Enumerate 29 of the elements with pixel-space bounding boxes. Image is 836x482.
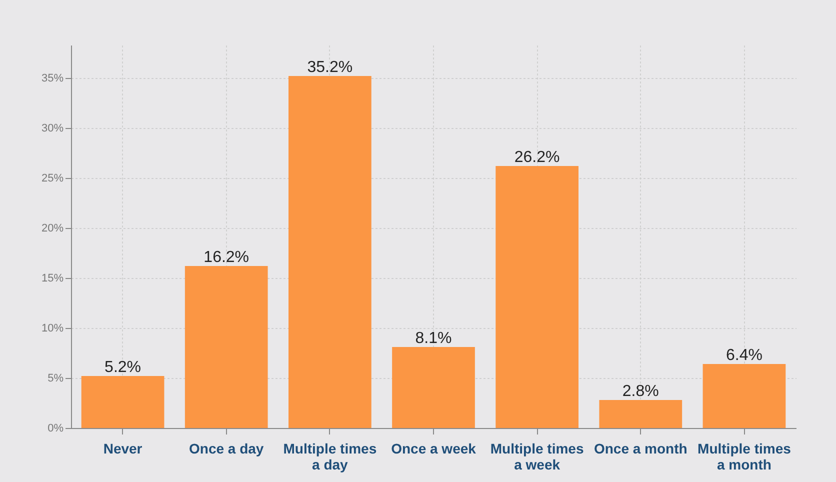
data-label: 35.2% (307, 59, 353, 76)
x-tick-label: Once a month (594, 440, 688, 456)
y-tick-label: 20% (41, 222, 64, 234)
x-tick-label: Multiple times a day (283, 440, 377, 472)
data-label: 6.4% (726, 347, 762, 364)
y-tick-label: 30% (41, 122, 64, 134)
y-tick-label: 5% (48, 372, 64, 384)
y-tick-label: 0% (48, 422, 64, 434)
x-tick-label: Never (103, 440, 143, 456)
x-tick-label: Once a week (391, 440, 476, 456)
y-tick-label: 15% (41, 272, 64, 284)
bar (496, 166, 578, 428)
x-tick-label: Multiple times a week (490, 440, 584, 472)
data-label: 2.8% (622, 383, 659, 400)
data-label: 8.1% (415, 330, 452, 347)
bar (81, 376, 164, 428)
data-label: 5.2% (104, 359, 142, 376)
bar (288, 76, 372, 428)
data-label: 16.2% (204, 249, 250, 266)
x-tick-label: Once a day (189, 440, 264, 456)
y-tick-label: 35% (41, 72, 64, 84)
bar (392, 347, 475, 428)
bar (599, 400, 682, 428)
bar (702, 364, 786, 428)
bar (184, 266, 268, 428)
y-tick-label: 25% (41, 172, 64, 184)
y-tick-label: 10% (41, 322, 64, 334)
data-label: 26.2% (514, 149, 560, 166)
x-tick-label: Multiple times a month (698, 440, 792, 472)
